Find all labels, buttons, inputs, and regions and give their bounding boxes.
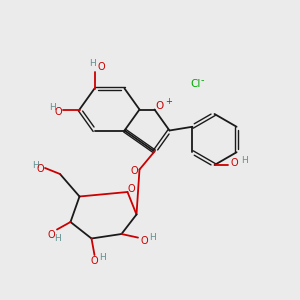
Text: H: H (49, 103, 56, 112)
Text: H: H (54, 234, 60, 243)
Text: O: O (128, 184, 136, 194)
Text: Cl: Cl (190, 79, 201, 89)
Text: H: H (241, 156, 248, 165)
Text: +: + (165, 97, 172, 106)
Text: H: H (149, 232, 155, 242)
Text: O: O (47, 230, 55, 240)
Text: O: O (231, 158, 239, 169)
Text: O: O (155, 101, 164, 111)
Text: O: O (91, 256, 98, 266)
Text: H: H (90, 58, 96, 68)
Text: O: O (130, 166, 138, 176)
Text: O: O (97, 62, 105, 72)
Text: O: O (140, 236, 148, 246)
Text: H: H (100, 253, 106, 262)
Text: -: - (201, 75, 204, 85)
Text: H: H (32, 161, 39, 170)
Text: O: O (54, 107, 62, 117)
Text: O: O (37, 164, 44, 175)
